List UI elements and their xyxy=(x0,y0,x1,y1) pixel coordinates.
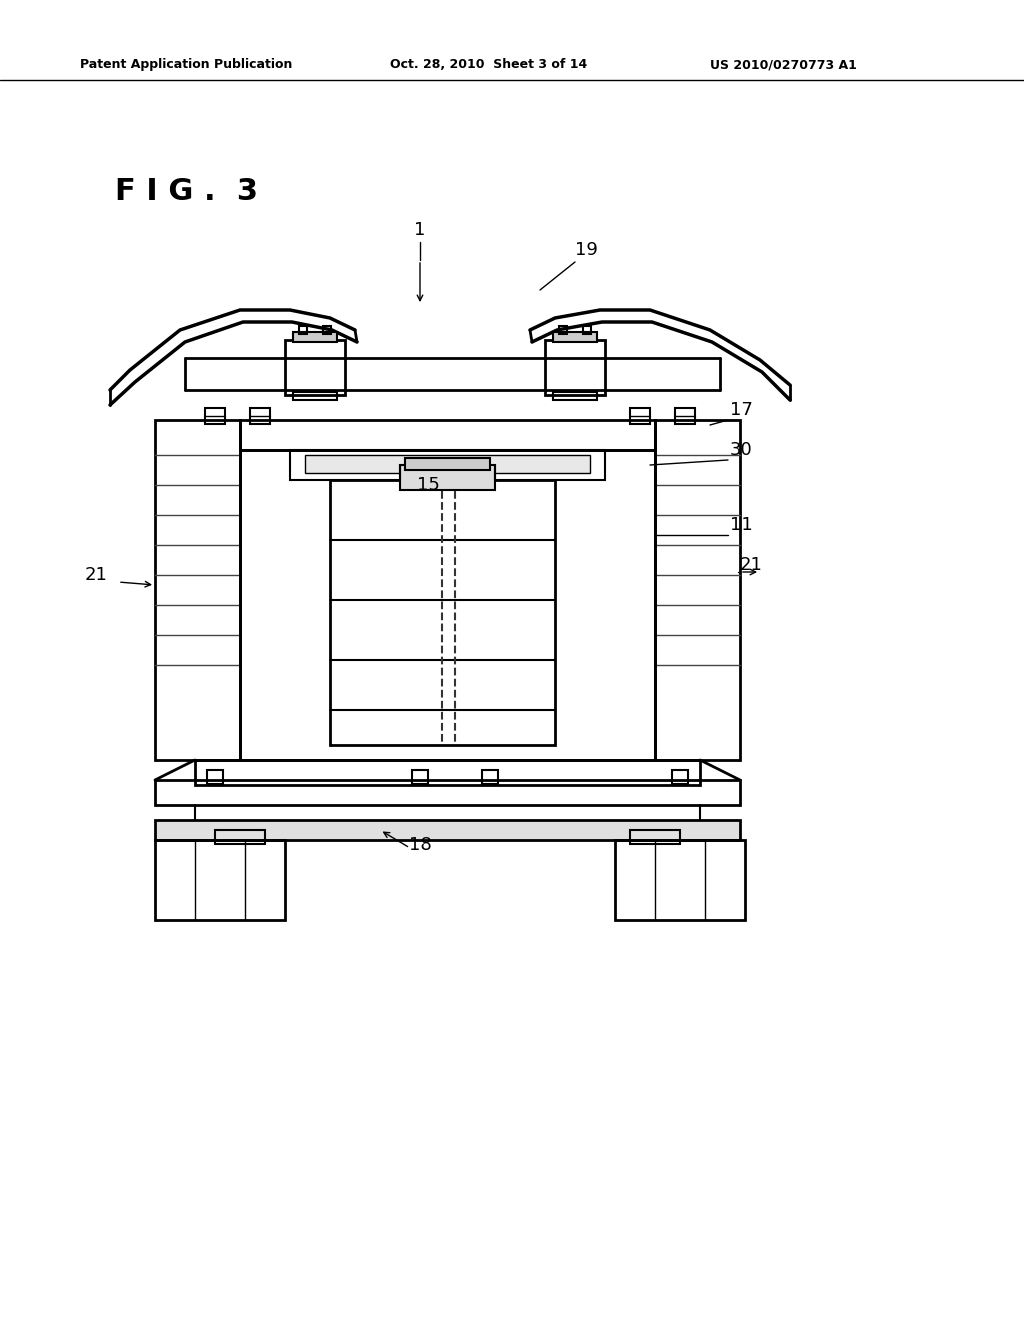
Bar xyxy=(583,326,591,334)
Bar xyxy=(195,760,700,785)
Bar xyxy=(240,450,655,760)
Bar xyxy=(412,770,428,784)
Bar xyxy=(655,420,740,760)
Text: 21: 21 xyxy=(740,556,763,574)
Bar xyxy=(553,333,597,342)
Text: 21: 21 xyxy=(85,566,108,583)
Bar xyxy=(559,326,567,334)
Bar xyxy=(615,840,745,920)
Text: 30: 30 xyxy=(730,441,753,459)
Bar xyxy=(215,830,265,843)
Bar xyxy=(293,333,337,342)
Text: Oct. 28, 2010  Sheet 3 of 14: Oct. 28, 2010 Sheet 3 of 14 xyxy=(390,58,587,71)
Bar xyxy=(305,455,590,473)
Bar xyxy=(250,408,270,424)
Bar xyxy=(545,341,605,395)
Bar xyxy=(553,392,597,400)
Bar xyxy=(299,326,307,334)
Text: 18: 18 xyxy=(409,836,431,854)
Text: 17: 17 xyxy=(730,401,753,418)
Bar xyxy=(285,341,345,395)
Bar xyxy=(675,408,695,424)
Text: 1: 1 xyxy=(415,220,426,239)
Bar xyxy=(293,392,337,400)
Bar xyxy=(205,408,225,424)
Bar xyxy=(400,465,495,490)
Bar xyxy=(155,420,240,760)
Bar xyxy=(323,326,331,334)
Text: 15: 15 xyxy=(417,477,440,494)
Bar xyxy=(482,770,498,784)
Bar xyxy=(406,458,490,470)
Bar xyxy=(330,480,555,744)
Text: 11: 11 xyxy=(730,516,753,535)
Bar xyxy=(630,830,680,843)
Bar xyxy=(672,770,688,784)
Text: 19: 19 xyxy=(575,242,598,259)
Bar xyxy=(290,450,605,480)
Bar xyxy=(155,780,740,805)
Bar xyxy=(155,820,740,840)
Text: F I G .  3: F I G . 3 xyxy=(115,177,258,206)
Bar xyxy=(207,770,223,784)
Bar xyxy=(240,420,655,450)
Text: US 2010/0270773 A1: US 2010/0270773 A1 xyxy=(710,58,857,71)
Bar xyxy=(155,840,285,920)
Text: Patent Application Publication: Patent Application Publication xyxy=(80,58,293,71)
Bar xyxy=(630,408,650,424)
